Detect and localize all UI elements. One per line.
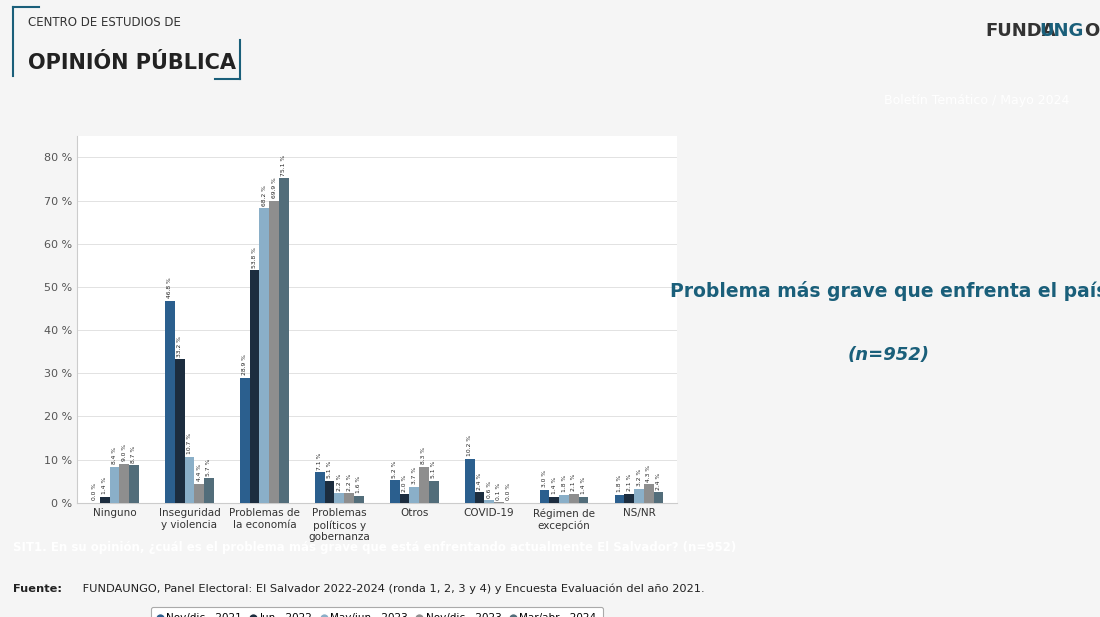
Bar [240,378,250,503]
Text: 8.3 %: 8.3 % [421,447,427,465]
Bar [579,497,588,503]
Text: 0.0 %: 0.0 % [92,483,98,500]
Text: 1.4 %: 1.4 % [102,477,107,494]
Bar [279,178,288,503]
Bar [129,465,139,503]
Bar [389,481,399,503]
Bar [185,457,195,503]
Text: 46.8 %: 46.8 % [167,278,173,298]
Bar [354,496,364,503]
Text: 8.4 %: 8.4 % [112,447,117,464]
Bar [419,467,429,503]
Bar [204,478,213,503]
Text: 75.1 %: 75.1 % [282,155,286,176]
Text: UNG: UNG [1040,22,1084,40]
Bar [195,484,204,503]
Text: 9.0 %: 9.0 % [122,444,127,462]
Text: 0.6 %: 0.6 % [486,481,492,498]
Text: O: O [1084,22,1099,40]
Text: FUNDA: FUNDA [986,22,1056,40]
Text: Fuente:: Fuente: [13,584,63,594]
Text: 2.1 %: 2.1 % [627,474,631,491]
Bar [324,481,334,503]
Text: 2.4 %: 2.4 % [477,473,482,490]
Bar [334,494,344,503]
Text: 5.2 %: 5.2 % [393,460,397,478]
Text: 8.7 %: 8.7 % [132,445,136,463]
Bar [250,270,260,503]
Text: 3.0 %: 3.0 % [542,470,547,487]
Bar [165,300,175,503]
Text: 2.1 %: 2.1 % [571,474,576,491]
Text: 5.7 %: 5.7 % [207,458,211,476]
Bar [625,494,635,503]
Legend: Nov/dic - 2021, Jun - 2022, May/jun - 2023, Nov/dic - 2023, Mar/abr - 2024: Nov/dic - 2021, Jun - 2022, May/jun - 20… [151,607,603,617]
Text: 28.9 %: 28.9 % [242,355,248,375]
Bar [550,497,559,503]
Bar [110,466,119,503]
Text: 4.3 %: 4.3 % [647,465,651,482]
Bar [569,494,579,503]
Bar [559,495,569,503]
Bar [635,489,643,503]
Text: 4.4 %: 4.4 % [197,464,201,481]
Bar [175,360,185,503]
Text: 53.8 %: 53.8 % [252,247,257,268]
Text: SIT1. En su opinión, ¿cuál es el problema más grave que está enfrentando actualm: SIT1. En su opinión, ¿cuál es el problem… [13,541,737,554]
Text: 1.6 %: 1.6 % [356,476,361,494]
Bar [644,484,653,503]
Text: 7.1 %: 7.1 % [317,452,322,470]
Bar [399,494,409,503]
Text: 5.1 %: 5.1 % [327,461,332,478]
Bar [465,459,474,503]
Text: FUNDAUNGO, Panel Electoral: El Salvador 2022-2024 (ronda 1, 2, 3 y 4) y Encuesta: FUNDAUNGO, Panel Electoral: El Salvador … [79,584,705,594]
Text: (n=952): (n=952) [847,346,930,365]
Text: 10.7 %: 10.7 % [187,433,191,454]
Text: 3.7 %: 3.7 % [411,467,417,484]
Text: 2.2 %: 2.2 % [337,473,342,491]
Text: 68.2 %: 68.2 % [262,185,267,205]
Text: 2.0 %: 2.0 % [402,474,407,492]
Text: 69.9 %: 69.9 % [272,178,276,199]
Text: 1.4 %: 1.4 % [552,477,557,494]
Text: 5.1 %: 5.1 % [431,461,437,478]
Bar [260,209,270,503]
Bar [615,495,625,503]
Text: 10.2 %: 10.2 % [468,435,472,456]
Text: 2.2 %: 2.2 % [346,473,352,491]
Text: 1.4 %: 1.4 % [581,477,586,494]
Bar [540,490,550,503]
Bar [484,500,494,503]
Bar [344,494,354,503]
Bar [100,497,110,503]
Text: 0.0 %: 0.0 % [506,483,512,500]
Text: CENTRO DE ESTUDIOS DE: CENTRO DE ESTUDIOS DE [28,16,180,29]
Text: OPINIÓN PÚBLICA: OPINIÓN PÚBLICA [28,52,235,73]
Text: 1.8 %: 1.8 % [562,475,566,492]
Text: Boletín Temático / Mayo 2024: Boletín Temático / Mayo 2024 [884,94,1069,107]
Text: 3.2 %: 3.2 % [637,470,641,486]
Text: Problema más grave que enfrenta el país: Problema más grave que enfrenta el país [670,281,1100,301]
Text: 0.1 %: 0.1 % [496,482,502,500]
Text: 33.2 %: 33.2 % [177,336,183,357]
Bar [315,472,324,503]
Text: 2.4 %: 2.4 % [656,473,661,490]
Bar [429,481,439,503]
Bar [653,492,663,503]
Text: 1.8 %: 1.8 % [617,475,621,492]
Bar [119,464,129,503]
Bar [409,487,419,503]
Bar [474,492,484,503]
Bar [270,201,279,503]
